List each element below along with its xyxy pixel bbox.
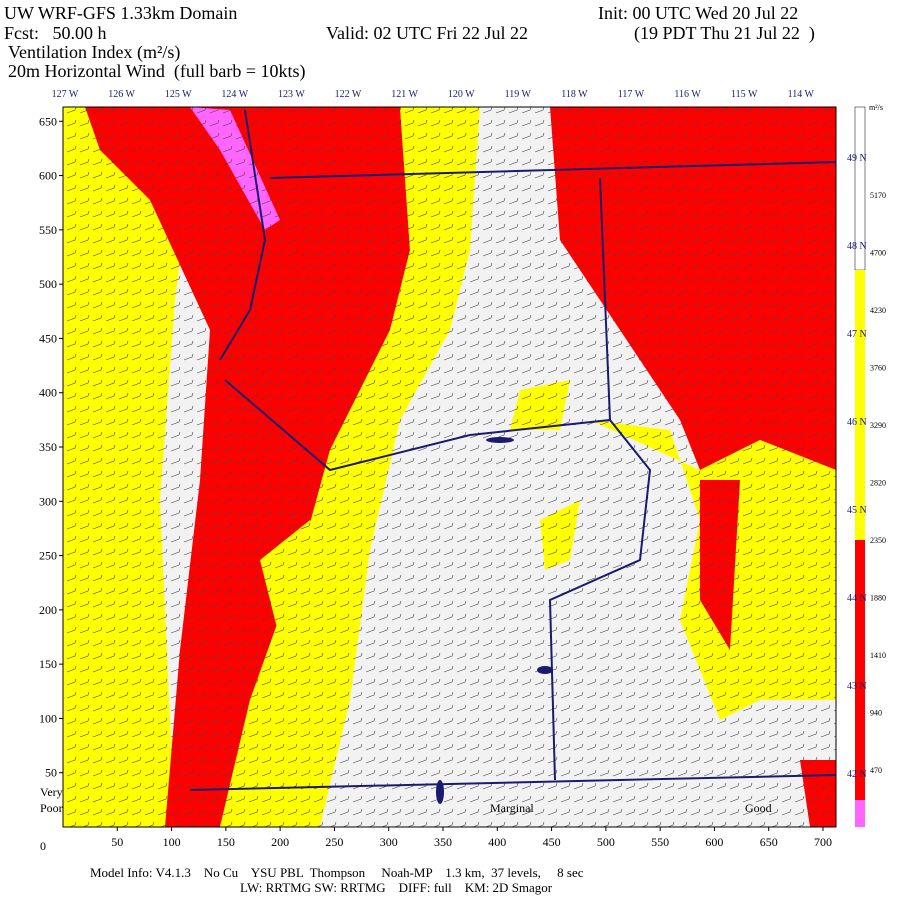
init: Init: 00 UTC Wed 20 Jul 22	[598, 3, 798, 23]
map	[63, 107, 836, 827]
longitude-label: 116 W	[674, 89, 701, 100]
map-frame	[62, 106, 837, 828]
longitude-label: 127 W	[52, 89, 79, 100]
x-tick-label: 600	[705, 835, 723, 849]
latitude-label: 47 N	[847, 329, 867, 340]
y-tick-label: 200	[39, 603, 57, 617]
longitude-label: 123 W	[278, 89, 305, 100]
wind-note: 20m Horizontal Wind (full barb = 10kts)	[8, 61, 306, 82]
colorbar-label: 1410	[870, 651, 886, 660]
colorbar-label: 1880	[870, 594, 886, 603]
region-label: Marginal	[490, 801, 534, 815]
x-tick-label: 200	[271, 835, 289, 849]
x-tick-label: 50	[111, 835, 123, 849]
x-tick-label: 350	[434, 835, 452, 849]
x-tick-label: 650	[760, 835, 778, 849]
longitude-label: 117 W	[618, 89, 645, 100]
y-tick-label: 450	[39, 331, 57, 345]
x-tick-label: 550	[651, 835, 669, 849]
y-tick-label: 650	[39, 114, 57, 128]
latitude-label: 48 N	[847, 241, 867, 252]
longitude-label: 125 W	[165, 89, 192, 100]
y-tick-label: 250	[39, 549, 57, 563]
colorbar-label: 4230	[870, 306, 886, 315]
latitude-label: 43 N	[847, 681, 867, 692]
latitude-label: 49 N	[847, 153, 867, 164]
y-tick-label: 500	[39, 277, 57, 291]
local-time: (19 PDT Thu 21 Jul 22 )	[634, 23, 815, 44]
latitude-label: 44 N	[847, 593, 867, 604]
longitude-label: 115 W	[731, 89, 758, 100]
y-tick-label: 300	[39, 494, 57, 508]
longitude-label: 119 W	[505, 89, 532, 100]
y-tick-label: 400	[39, 386, 57, 400]
colorbar-yellow	[855, 270, 865, 540]
y-tick-label: 600	[39, 169, 57, 183]
region-label: Poor	[40, 801, 63, 815]
colorbar-label: 3760	[870, 364, 886, 373]
footer-line: LW: RRTMG SW: RRTMG DIFF: full KM: 2D Sm…	[240, 880, 553, 895]
colorbar-label: 3290	[870, 421, 886, 430]
y-tick-label: 50	[45, 766, 57, 780]
field-name: Ventilation Index (m²/s)	[8, 42, 180, 63]
x-tick-label: 700	[814, 835, 832, 849]
colorbar-label: 2820	[870, 479, 886, 488]
forecast-hour: Fcst: 50.00 h	[4, 23, 107, 43]
y-tick-label: 100	[39, 711, 57, 725]
footer-line: Model Info: V4.1.3 No Cu YSU PBL Thompso…	[90, 865, 584, 880]
longitude-label: 122 W	[335, 89, 362, 100]
longitude-label: 121 W	[391, 89, 418, 100]
latitude-label: 45 N	[847, 505, 867, 516]
colorbar-label: 470	[870, 766, 882, 775]
origin-label: 0	[40, 839, 46, 853]
colorbar-label: 940	[870, 709, 882, 718]
x-tick-label: 250	[325, 835, 343, 849]
latitude-label: 42 N	[847, 769, 867, 780]
y-tick-label: 150	[39, 657, 57, 671]
colorbar-magenta	[855, 800, 865, 827]
longitude-label: 118 W	[561, 89, 588, 100]
y-tick-label: 350	[39, 440, 57, 454]
title: UW WRF-GFS 1.33km Domain	[4, 3, 237, 23]
valid-time: Valid: 02 UTC Fri 22 Jul 22	[326, 23, 528, 43]
x-tick-label: 400	[488, 835, 506, 849]
colorbar-label: 2350	[870, 536, 886, 545]
longitude-label: 120 W	[448, 89, 475, 100]
latitude-label: 46 N	[847, 417, 867, 428]
region-label: Very	[40, 785, 63, 799]
longitude-label: 114 W	[788, 89, 815, 100]
x-tick-label: 500	[597, 835, 615, 849]
colorbar-label: 4700	[870, 249, 886, 258]
x-tick-label: 450	[543, 835, 561, 849]
colorbar-label: 5170	[870, 191, 886, 200]
region-label: Good	[745, 801, 772, 815]
x-tick-label: 100	[163, 835, 181, 849]
longitude-label: 126 W	[108, 89, 135, 100]
x-tick-label: 300	[380, 835, 398, 849]
x-tick-label: 150	[217, 835, 235, 849]
colorbar-red	[855, 540, 865, 800]
y-tick-label: 550	[39, 223, 57, 237]
colorbar-unit: m²/s	[869, 103, 883, 112]
longitude-label: 124 W	[221, 89, 248, 100]
